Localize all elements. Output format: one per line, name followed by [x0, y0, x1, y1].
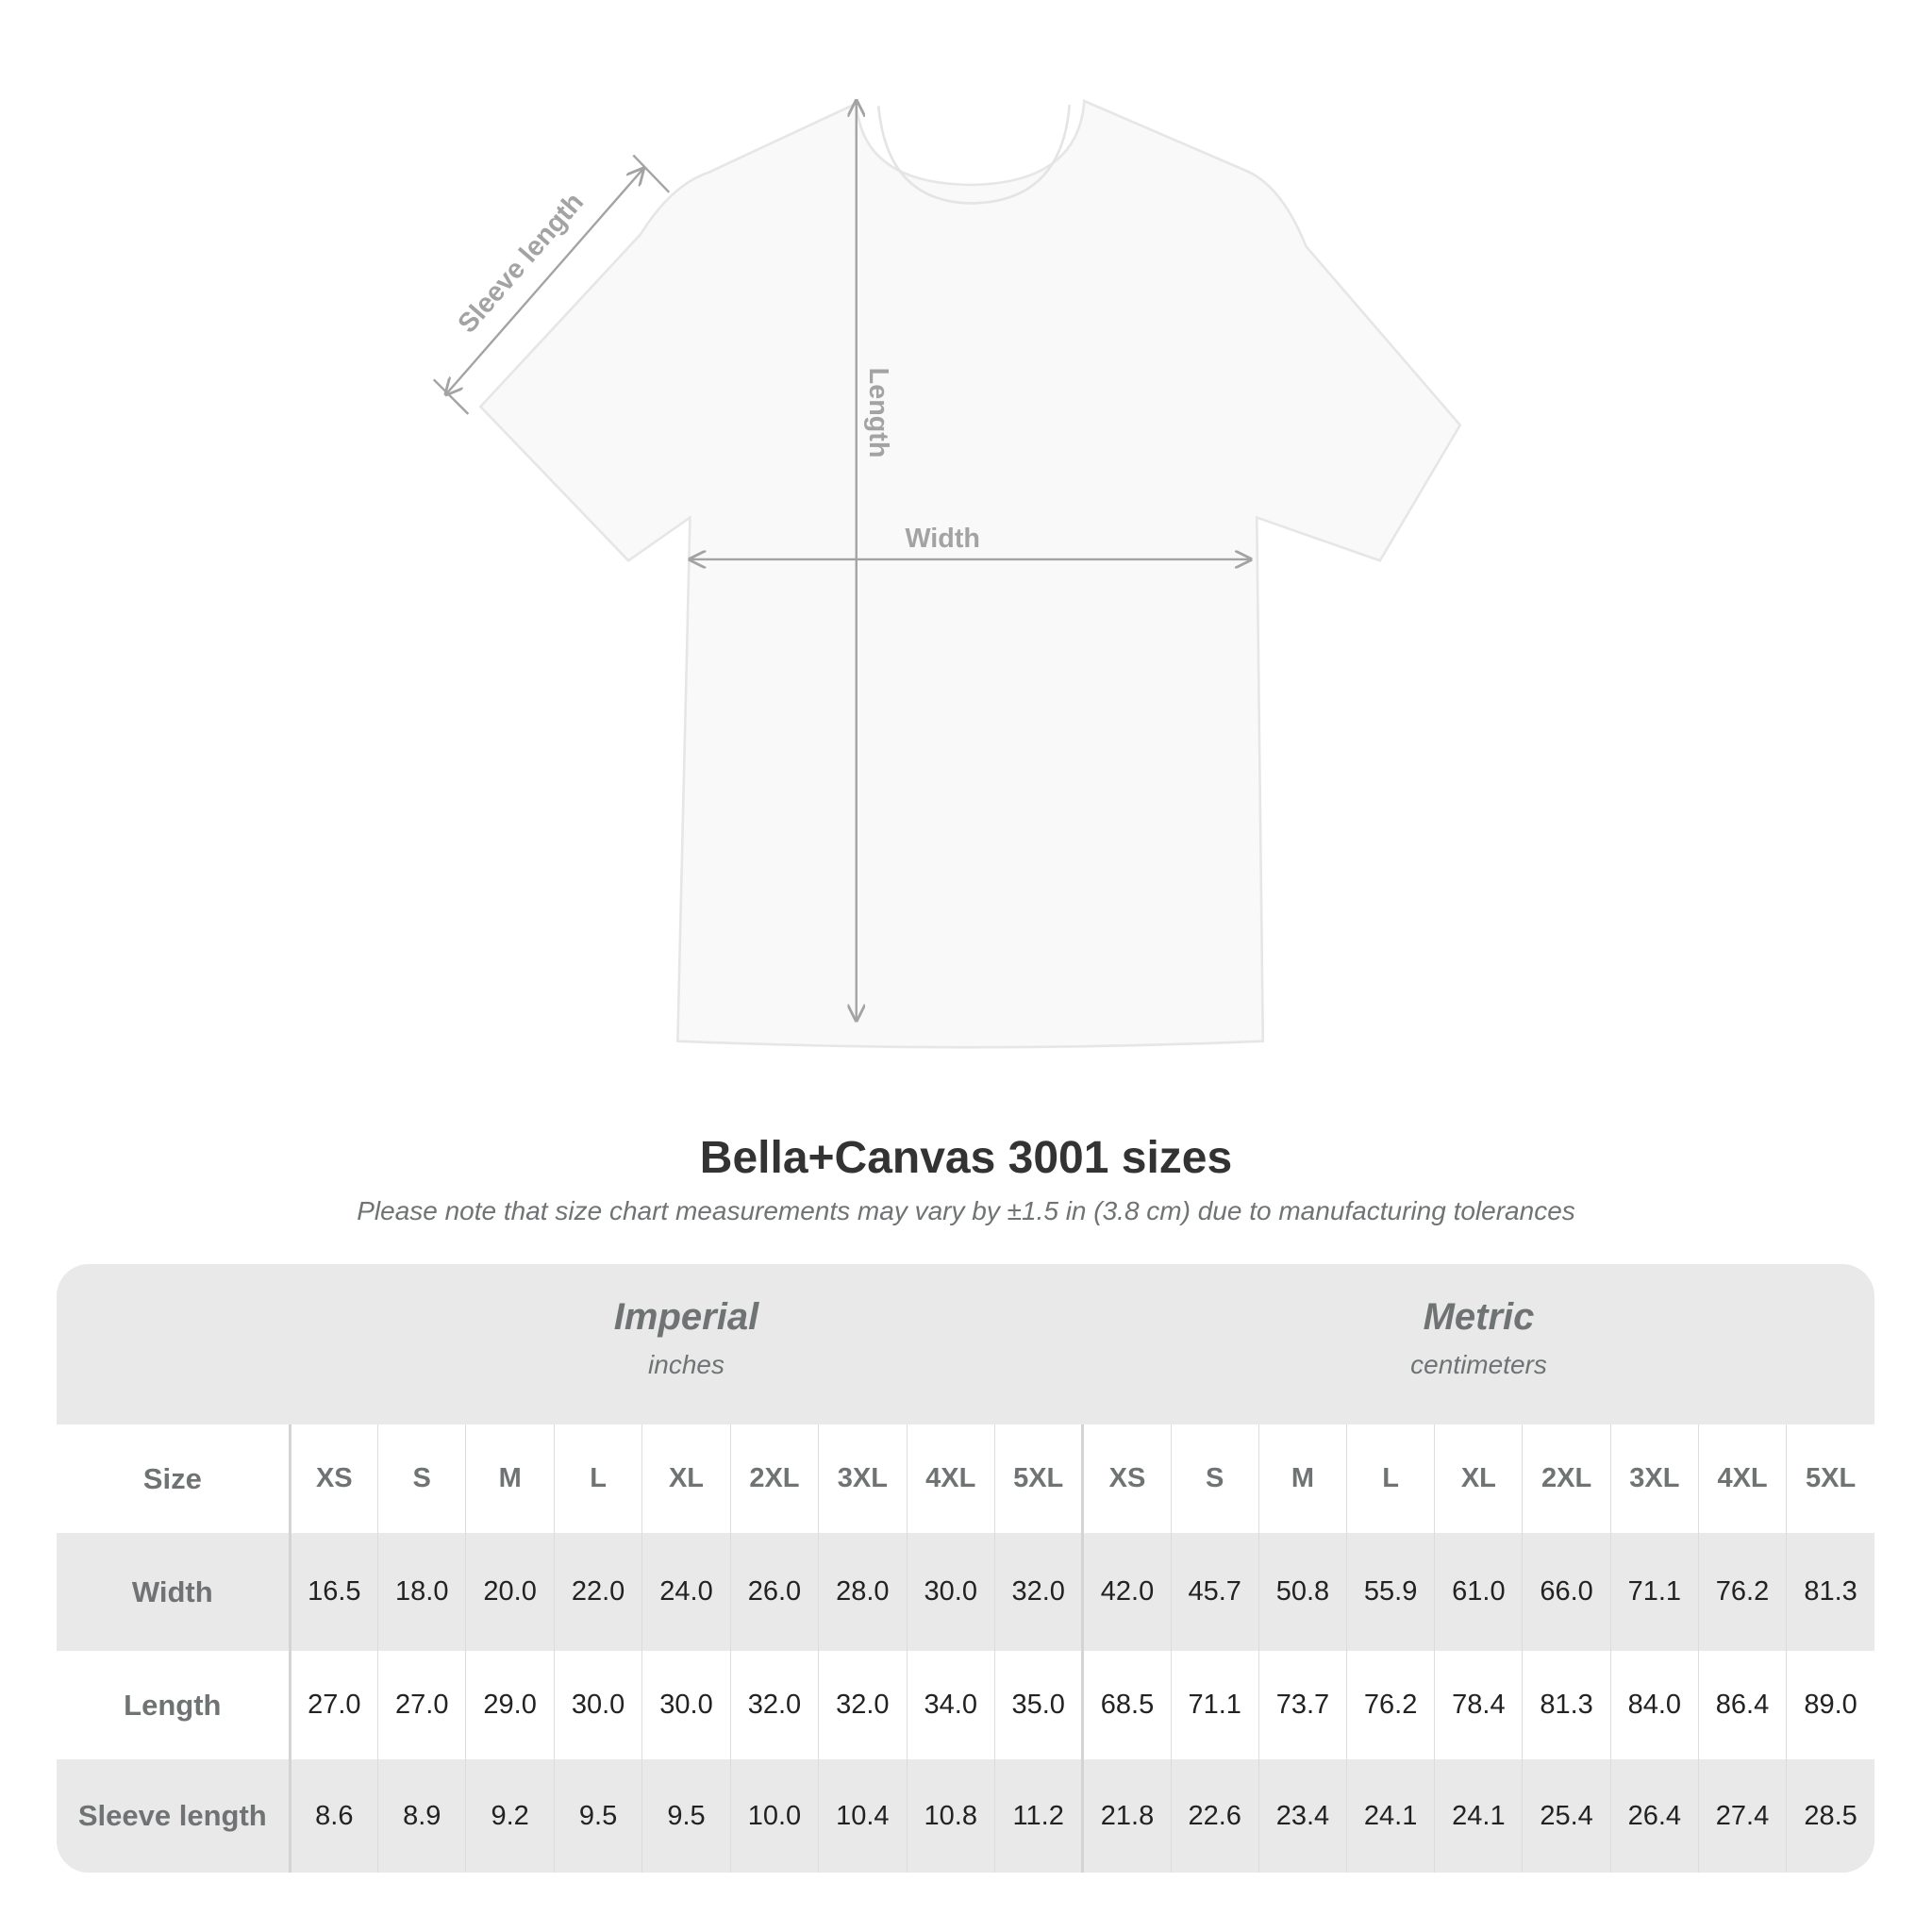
imperial-size-xl: XL [641, 1424, 731, 1533]
imperial-value: 32.0 [818, 1651, 908, 1759]
imperial-value: 35.0 [993, 1651, 1083, 1759]
imperial-value: 29.0 [465, 1651, 555, 1759]
imperial-value: 20.0 [465, 1533, 555, 1651]
metric-size-4xl: 4XL [1697, 1424, 1787, 1533]
metric-size-5xl: 5XL [1786, 1424, 1874, 1533]
metric-size-xl: XL [1434, 1424, 1523, 1533]
imperial-value: 30.0 [906, 1533, 995, 1651]
metric-value: 55.9 [1346, 1533, 1435, 1651]
imperial-size-s: S [377, 1424, 466, 1533]
imperial-value: 28.0 [818, 1533, 908, 1651]
metric-value: 42.0 [1081, 1533, 1172, 1651]
size-chart-table: Imperial inches Metric centimeters Size X… [57, 1264, 1874, 1873]
imperial-value: 10.4 [818, 1759, 908, 1873]
metric-value: 89.0 [1786, 1651, 1874, 1759]
imperial-value: 27.0 [288, 1651, 378, 1759]
metric-value: 61.0 [1434, 1533, 1523, 1651]
tolerance-note: Please note that size chart measurements… [357, 1196, 1575, 1225]
imperial-size-m: M [465, 1424, 555, 1533]
metric-size-2xl: 2XL [1522, 1424, 1611, 1533]
size-label: Size [57, 1424, 291, 1533]
metric-value: 81.3 [1522, 1651, 1611, 1759]
metric-value: 73.7 [1257, 1651, 1347, 1759]
imperial-value: 9.5 [641, 1759, 731, 1873]
imperial-size-xs: XS [288, 1424, 378, 1533]
metric-value: 21.8 [1081, 1759, 1172, 1873]
metric-size-xs: XS [1081, 1424, 1172, 1533]
imperial-size-4xl: 4XL [906, 1424, 995, 1533]
metric-value: 71.1 [1609, 1533, 1699, 1651]
imperial-label: Imperial [613, 1296, 759, 1338]
imperial-value: 9.5 [553, 1759, 642, 1873]
imperial-value: 32.0 [993, 1533, 1083, 1651]
metric-unit: centimeters [1410, 1350, 1547, 1379]
metric-value: 81.3 [1786, 1533, 1874, 1651]
imperial-unit: inches [648, 1350, 724, 1379]
imperial-value: 16.5 [288, 1533, 378, 1651]
imperial-value: 27.0 [377, 1651, 466, 1759]
imperial-size-3xl: 3XL [818, 1424, 908, 1533]
table-row: Length 27.0 27.0 29.0 30.0 30.0 32.0 32.0 34.0 35… [57, 1651, 1874, 1759]
table-row: Width 16.5 18.0 20.0 22.0 24.0 26.0 28.0 30.0 32.… [57, 1533, 1874, 1651]
metric-value: 86.4 [1697, 1651, 1787, 1759]
imperial-value: 34.0 [906, 1651, 995, 1759]
metric-value: 23.4 [1257, 1759, 1347, 1873]
imperial-value: 11.2 [993, 1759, 1083, 1873]
metric-value: 84.0 [1609, 1651, 1699, 1759]
metric-value: 78.4 [1434, 1651, 1523, 1759]
metric-value: 24.1 [1346, 1759, 1435, 1873]
metric-value: 45.7 [1170, 1533, 1259, 1651]
metric-value: 66.0 [1522, 1533, 1611, 1651]
row-label: Width [57, 1533, 291, 1651]
metric-value: 50.8 [1257, 1533, 1347, 1651]
measurements-table: Size XS S M L XL 2XL 3XL 4XL 5XL XS S M L XL 2XL 3XL 4XL 5… [57, 1424, 1874, 1873]
row-label: Sleeve length [57, 1759, 291, 1873]
size-header-row: Size XS S M L XL 2XL 3XL 4XL 5XL XS S M L XL 2XL 3XL 4XL 5… [57, 1424, 1874, 1533]
metric-value: 27.4 [1697, 1759, 1787, 1873]
metric-value: 28.5 [1786, 1759, 1874, 1873]
metric-label: Metric [1423, 1296, 1535, 1338]
length-label: Length [863, 368, 893, 458]
metric-header: Metric centimeters [1083, 1264, 1874, 1424]
metric-size-m: M [1257, 1424, 1347, 1533]
imperial-value: 32.0 [729, 1651, 819, 1759]
metric-size-3xl: 3XL [1609, 1424, 1699, 1533]
table-row: Sleeve length 8.6 8.9 9.2 9.5 9.5 10.0 10.4 10.8… [57, 1759, 1874, 1873]
metric-size-l: L [1346, 1424, 1435, 1533]
imperial-value: 26.0 [729, 1533, 819, 1651]
imperial-value: 8.9 [377, 1759, 466, 1873]
imperial-value: 24.0 [641, 1533, 731, 1651]
imperial-value: 10.0 [729, 1759, 819, 1873]
width-label: Width [905, 524, 979, 554]
imperial-value: 9.2 [465, 1759, 555, 1873]
metric-value: 76.2 [1346, 1651, 1435, 1759]
imperial-value: 30.0 [641, 1651, 731, 1759]
metric-size-s: S [1170, 1424, 1259, 1533]
imperial-value: 8.6 [288, 1759, 378, 1873]
imperial-header: Imperial inches [290, 1264, 1083, 1424]
metric-value: 76.2 [1697, 1533, 1787, 1651]
metric-value: 26.4 [1609, 1759, 1699, 1873]
metric-value: 24.1 [1434, 1759, 1523, 1873]
imperial-size-2xl: 2XL [729, 1424, 819, 1533]
imperial-size-5xl: 5XL [993, 1424, 1083, 1533]
tshirt-illustration [478, 99, 1462, 1049]
row-label: Length [57, 1651, 291, 1759]
page-title: Bella+Canvas 3001 sizes [699, 1133, 1233, 1183]
imperial-value: 22.0 [553, 1533, 642, 1651]
imperial-value: 18.0 [377, 1533, 466, 1651]
metric-value: 68.5 [1081, 1651, 1172, 1759]
metric-value: 25.4 [1522, 1759, 1611, 1873]
imperial-size-l: L [553, 1424, 642, 1533]
metric-value: 71.1 [1170, 1651, 1259, 1759]
imperial-value: 30.0 [553, 1651, 642, 1759]
sleeve-length-arrow [432, 154, 671, 415]
imperial-value: 10.8 [906, 1759, 995, 1873]
metric-value: 22.6 [1170, 1759, 1259, 1873]
